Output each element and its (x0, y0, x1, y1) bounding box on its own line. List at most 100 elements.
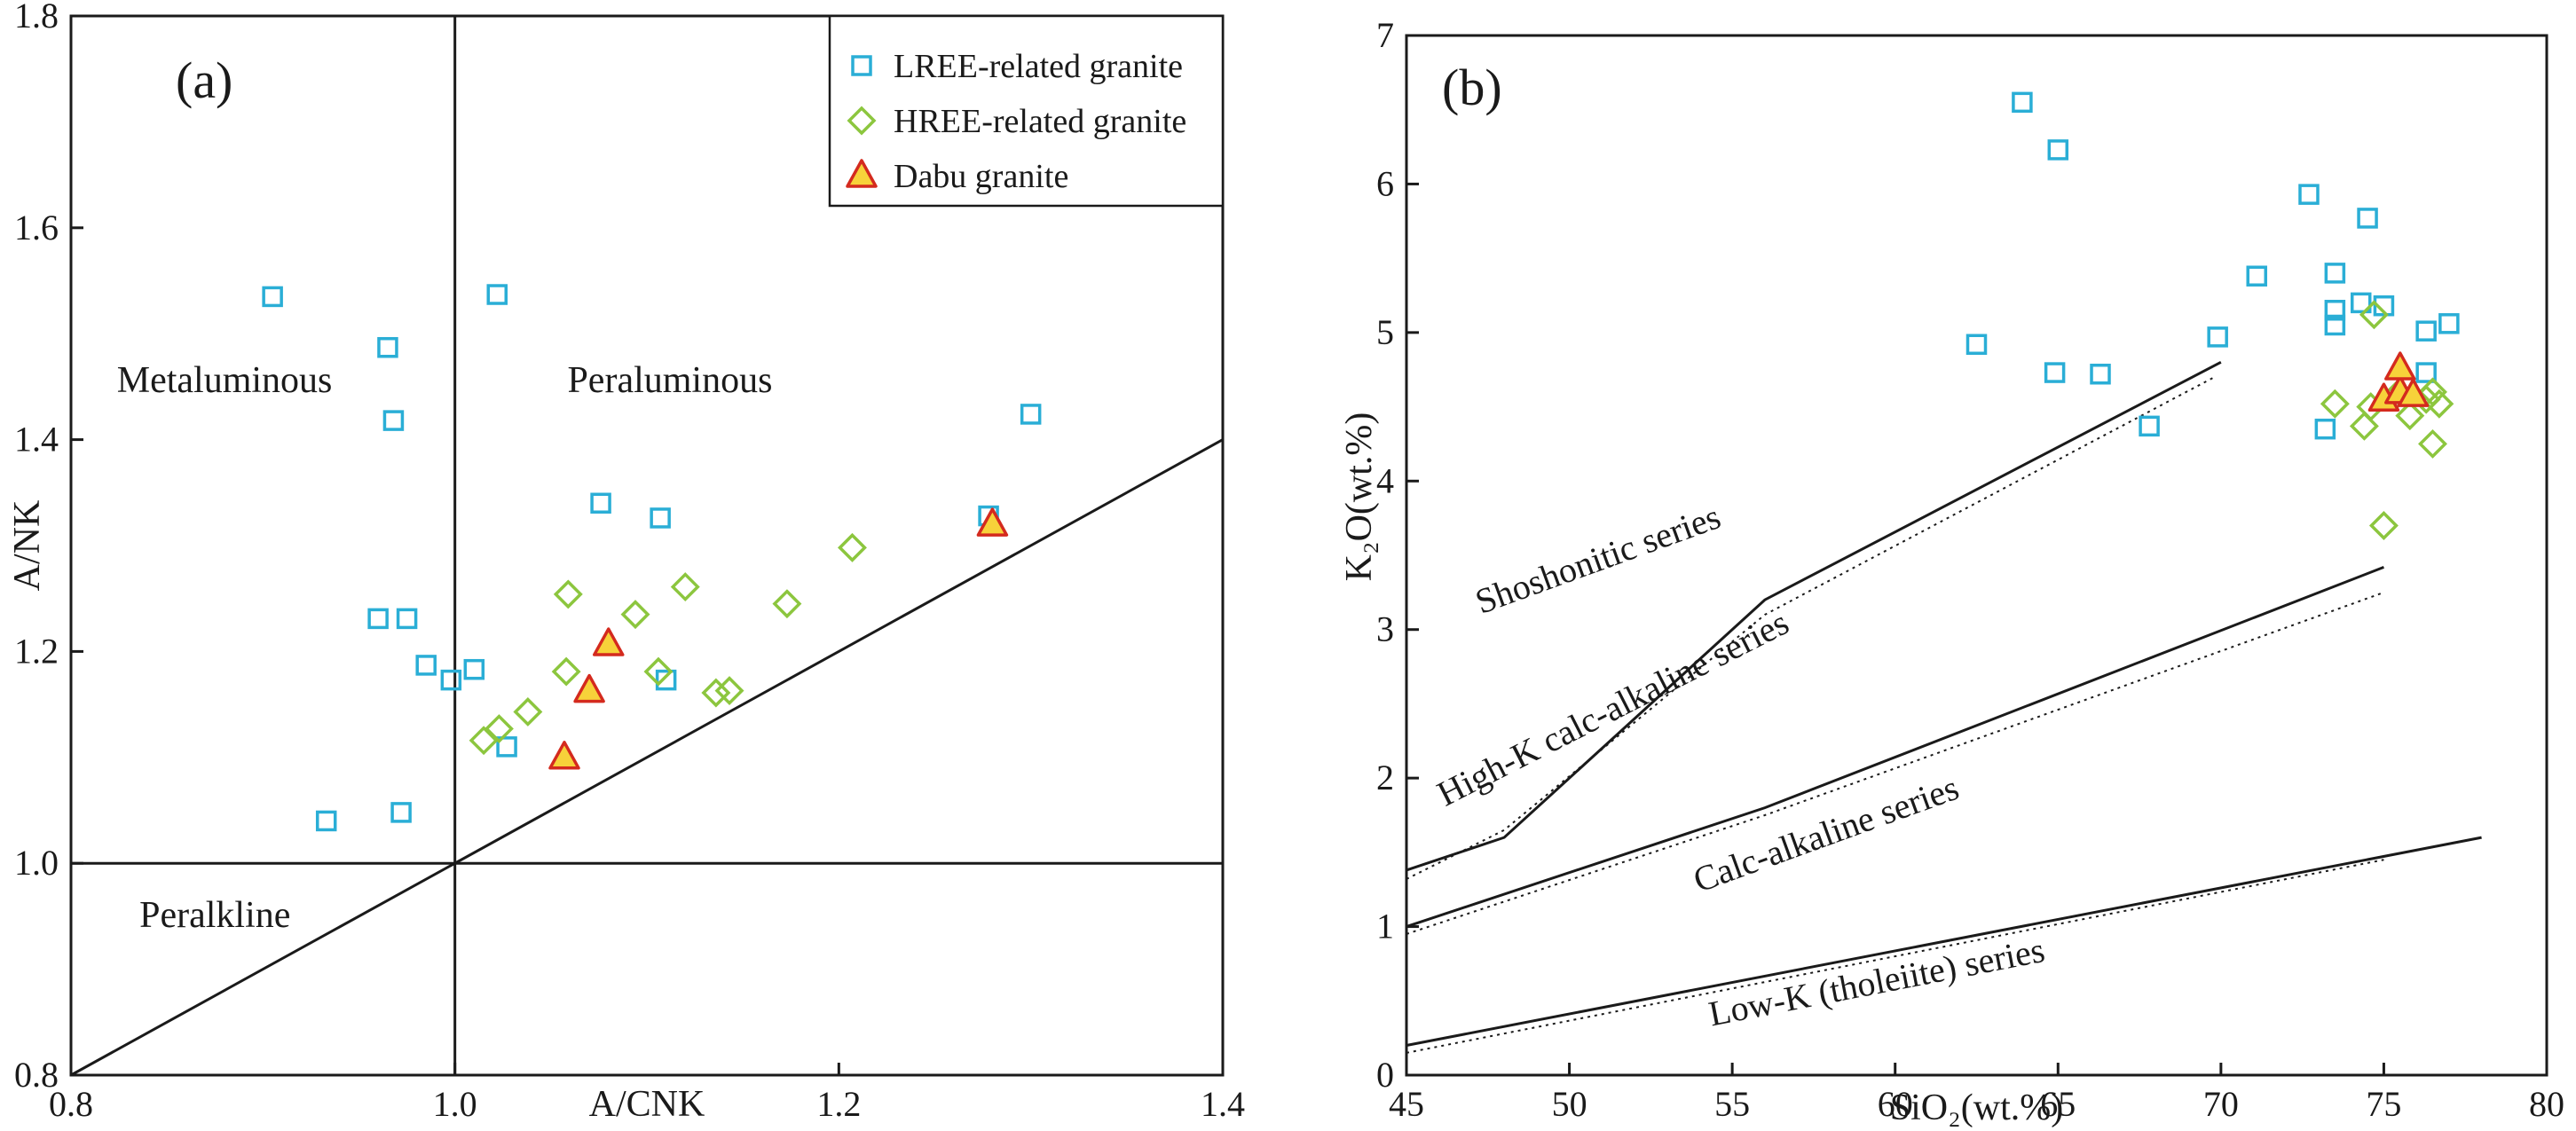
panel-a-point-lree (463, 658, 485, 680)
panel-a-ticks: 0.8 1.0 1.2 1.4 0.8 1.0 1.2 1.4 1.6 1.8 (14, 0, 1245, 1124)
panel-b-point-lree (2350, 292, 2372, 314)
panel-b-point-lree (2373, 295, 2395, 317)
panel-a-chart: 0.8 1.0 1.2 1.4 0.8 1.0 1.2 1.4 1.6 1.8 Metalumin… (7, 0, 1245, 1125)
panel-b-point-lree (1965, 334, 1988, 356)
boundary-line (1406, 361, 2222, 872)
panel-b-y-tick-label: 7 (1376, 15, 1394, 55)
legend-entry-dabu: Dabu granite (894, 158, 1068, 195)
panel-b-x-tick-label: 50 (1552, 1084, 1587, 1124)
legend-box (828, 14, 1225, 208)
legend-marker-dabu (846, 159, 878, 188)
legend-entry-hree: HREE-related granite (894, 103, 1186, 140)
panel-a-x-tick-label: 1.2 (816, 1084, 861, 1124)
legend-symbol (851, 55, 872, 76)
panel-b-x-tick-label: 60 (1878, 1084, 1913, 1124)
boundary-line-dotted (1406, 859, 2384, 1054)
panel-b-point-lree (2012, 91, 2033, 114)
panel-a-x-tick-label: 0.8 (49, 1084, 93, 1124)
panel-b-point-hree (2418, 377, 2447, 407)
panel-a-point-lree (367, 608, 389, 630)
panel-b-frame (1405, 34, 2548, 1077)
panel-b-point-lree (2207, 326, 2228, 348)
panel-b-x-tick-label: 80 (2529, 1084, 2564, 1124)
panel-b-point-dabu (2384, 351, 2416, 381)
panel-b-point-lree (2047, 139, 2069, 161)
panel-a-x-tick-label: 1.0 (433, 1084, 477, 1124)
panel-a-label: (a) (176, 51, 232, 109)
panel-a-point-hree (838, 532, 867, 562)
panel-b-point-lree (2324, 314, 2346, 336)
panel-b-x-tick-label: 55 (1714, 1084, 1750, 1124)
legend-entry-lree: LREE-related granite (894, 48, 1183, 85)
panel-b-point-hree (2349, 411, 2379, 441)
panel-a-point-dabu (573, 673, 605, 703)
panel-b-x-tick-label: 45 (1389, 1084, 1424, 1124)
panel-b-point-lree (2324, 263, 2346, 284)
region-label: Metaluminous (117, 360, 333, 401)
panel-b-point-lree (2314, 418, 2336, 440)
panel-a-reference-line (70, 438, 1224, 1077)
panel-a-point-hree (469, 726, 499, 756)
panel-b-label: (b) (1442, 59, 1502, 116)
panel-a-region-labels: Metaluminous Peraluminous Peralkline (117, 360, 773, 936)
panel-a-y-tick-label: 1.8 (14, 0, 59, 35)
panel-a-point-dabu (548, 741, 580, 770)
panel-b-x-tick-label: 65 (2040, 1084, 2076, 1124)
panel-a-point-lree (650, 507, 671, 529)
panel-a-point-hree (484, 714, 514, 744)
region-label: Peraluminous (567, 360, 772, 401)
panel-b-point-lree (2090, 363, 2111, 385)
panel-a-frame (69, 14, 1225, 1077)
panel-a-point-lree (590, 492, 611, 514)
panel-b-point-hree (2359, 300, 2389, 330)
panel-a-y-tick-label: 1.0 (14, 843, 59, 883)
panel-b-point-lree (2324, 299, 2346, 321)
panel-b-point-lree (2438, 313, 2460, 334)
panel-a-y-tick-label: 0.8 (14, 1055, 59, 1095)
panel-a-x-tick-label: 1.4 (1201, 1084, 1245, 1124)
panel-b-point-dabu (2397, 378, 2430, 407)
panel-b-y-tick-label: 5 (1376, 312, 1394, 352)
panel-b-point-hree (2424, 389, 2454, 419)
panel-a-data-points (262, 284, 1042, 832)
panel-b-point-lree (2139, 415, 2160, 437)
panel-a-point-lree (440, 669, 462, 691)
panel-b-x-tick-label: 75 (2366, 1084, 2401, 1124)
panel-b-y-tick-label: 2 (1376, 758, 1394, 797)
panel-b-point-lree (2415, 320, 2437, 342)
panel-a-point-lree (315, 810, 337, 832)
legend-symbol (847, 106, 877, 136)
panel-a-point-lree (486, 284, 508, 305)
panel-b-point-lree (2298, 184, 2320, 205)
panel-a-point-lree (262, 286, 283, 308)
panel-b-point-hree (2368, 511, 2399, 540)
panel-a-point-hree (551, 656, 581, 687)
panel-a-point-lree (496, 736, 517, 758)
panel-a-point-hree (513, 696, 543, 727)
panel-b-point-lree (2044, 362, 2066, 383)
panel-b-point-hree (2418, 428, 2447, 459)
panel-a-point-hree (643, 656, 674, 687)
panel-a-point-hree (701, 678, 731, 708)
panel-b-point-lree (2357, 208, 2378, 229)
panel-a-reference-lines (70, 16, 1224, 1077)
panel-a-y-tick-label: 1.2 (14, 631, 59, 671)
boundary-line (1406, 565, 2384, 928)
panel-b-x-axis-title: SiO₂(wt.%) (1890, 1088, 2063, 1128)
panel-a-legend: LREE-related granite HREE-related granit… (828, 14, 1225, 208)
panel-b-y-tick-label: 4 (1376, 460, 1394, 500)
panel-b-data-points (1965, 91, 2460, 540)
region-label: Peralkline (139, 895, 290, 936)
panel-a-point-lree (655, 669, 677, 691)
panel-b-point-lree (2246, 265, 2267, 287)
legend-symbol (846, 159, 878, 188)
panel-b-y-tick-label: 0 (1376, 1055, 1394, 1095)
panel-a-point-hree (714, 676, 744, 706)
panel-a-x-axis-title: A/CNK (589, 1084, 705, 1125)
panel-b-point-hree (2395, 401, 2425, 431)
panel-a-point-hree (620, 600, 650, 630)
boundary-line-dotted (1406, 591, 2384, 935)
panel-b-point-lree (2415, 362, 2437, 383)
